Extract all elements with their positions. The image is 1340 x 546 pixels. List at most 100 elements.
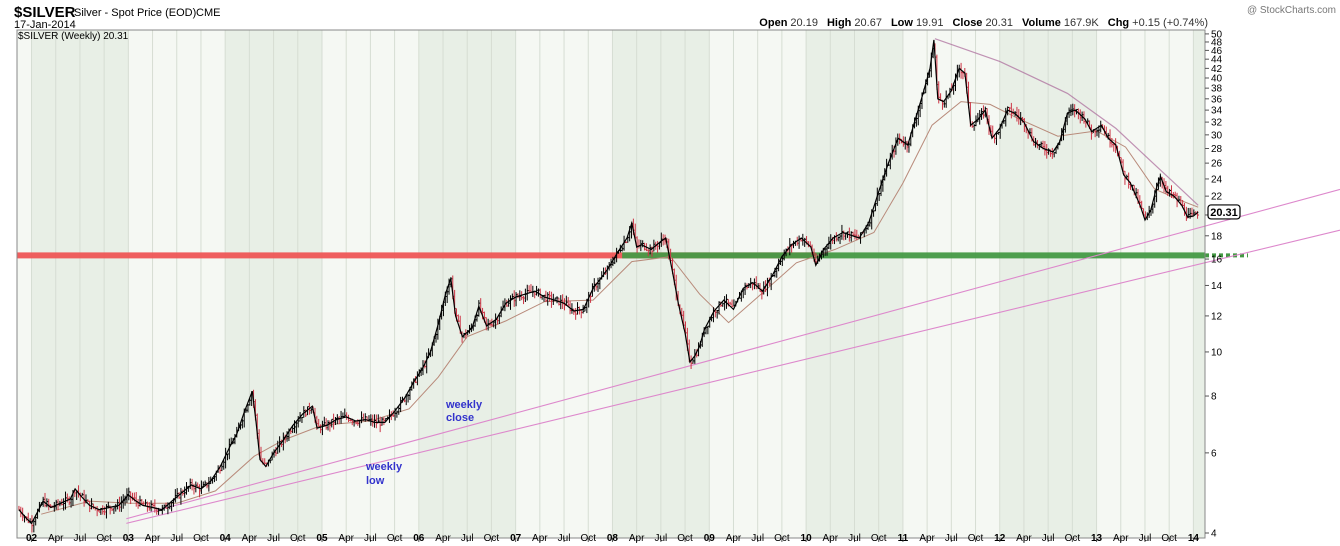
price-bar [657,240,660,253]
price-bar [781,255,784,266]
price-bar [1053,152,1056,158]
price-bar [68,496,71,506]
price-bar [824,247,827,256]
price-bar [943,101,946,108]
x-tick-label: Apr [1016,533,1032,544]
x-tick-label: Oct [1065,533,1081,544]
x-tick-label: Jul [558,533,571,544]
y-tick-label: 32 [1211,118,1223,129]
price-bar [240,424,243,430]
price-bar [96,505,99,517]
y-tick-label: 30 [1211,130,1223,141]
price-bar [515,292,518,307]
x-tick-label: Oct [1161,533,1177,544]
price-bar [275,446,278,457]
ohlc-value: 20.19 [790,17,818,29]
x-tick-label: Jul [1042,533,1055,544]
price-bar [705,326,708,335]
price-bar [226,453,229,461]
price-bar [692,358,695,364]
price-bar [1169,188,1172,197]
price-bar [46,498,49,508]
x-tick-label: 02 [26,533,38,544]
price-bar [334,416,337,425]
price-bar [111,507,114,512]
price-bar [577,302,580,315]
price-bar [150,500,153,512]
x-tick-label: 09 [704,533,716,544]
y-tick-label: 12 [1211,311,1223,322]
price-bar [223,460,226,470]
chart-exchange: CME [196,7,220,19]
series-legend: $SILVER (Weekly) 20.31 [18,31,129,42]
price-bar [66,493,69,503]
price-bar [707,325,710,335]
price-bar [850,231,853,242]
x-tick-label: Apr [145,533,161,544]
x-tick-label: Oct [580,533,596,544]
x-tick-label: 05 [316,533,328,544]
price-bar [303,406,306,418]
price-bar [873,210,876,217]
year-band [17,30,32,538]
price-bar [508,298,511,307]
price-bar [995,131,998,145]
price-bar [478,300,481,317]
x-tick-label: 14 [1188,533,1200,544]
x-tick-label: Apr [726,533,742,544]
price-bar [91,498,94,510]
price-bar [839,235,842,245]
price-bar [323,416,326,427]
ohlc-label: Close [952,17,982,29]
price-bar [48,498,51,511]
price-bar [269,459,272,464]
price-bar [318,418,321,428]
plot-frame [16,29,1206,539]
price-bar [197,482,200,488]
price-bar [625,241,628,244]
price-bar [642,240,645,248]
price-bar [174,489,177,503]
price-bar [137,499,140,509]
y-tick-label: 14 [1211,281,1223,292]
price-bar [128,487,131,501]
x-tick-label: Jul [364,533,377,544]
resistance-arc [934,38,1199,206]
price-close-line [18,39,1199,525]
y-tick-label: 8 [1211,392,1217,403]
price-bar [509,295,512,310]
weekly-low-trendline [126,229,1340,524]
price-bar [305,409,308,418]
x-tick-label: Oct [193,533,209,544]
price-bar [301,416,304,423]
x-tick-label: Jul [461,533,474,544]
price-bar [565,295,568,306]
price-bar [768,277,771,287]
price-bar [556,296,559,304]
x-tick-label: 03 [123,533,135,544]
x-tick-label: Apr [48,533,64,544]
x-tick-label: 12 [994,533,1006,544]
ohlc-value: 19.91 [916,17,944,29]
x-tick-label: Apr [629,533,645,544]
x-axis: 02 Apr Jul Oct 03 Apr Jul Oct 04 Apr Jul Oct 05 Apr Ju… [26,533,1199,544]
price-bar [329,420,332,432]
x-tick-label: Jul [751,533,764,544]
price-bar [725,294,728,309]
price-bar [145,499,148,506]
price-bar [1051,147,1054,159]
x-tick-label: 08 [607,533,619,544]
chart-name: Silver - Spot Price (EOD) [74,7,196,19]
annotation-weekly-close-2: close [446,412,474,424]
ohlc-value: +0.15 (+0.74%) [1132,17,1208,29]
price-bar [526,284,529,301]
y-tick-label: 34 [1211,106,1223,117]
price-bar [597,277,600,292]
price-bar [752,282,755,291]
last-price-box [1207,204,1241,220]
price-bar [344,408,347,418]
price-bar [860,232,863,244]
x-tick-label: Oct [290,533,306,544]
price-bar [113,507,116,514]
price-bar [1010,102,1013,119]
